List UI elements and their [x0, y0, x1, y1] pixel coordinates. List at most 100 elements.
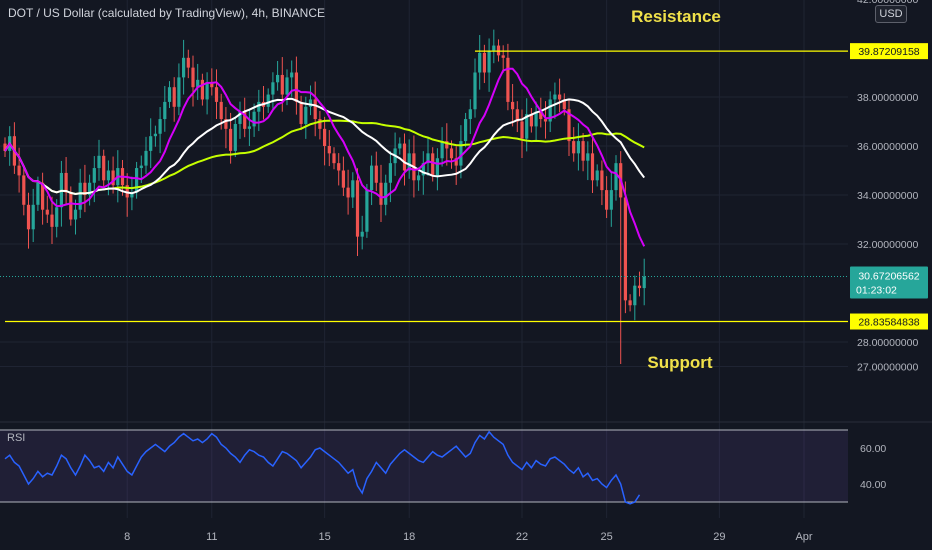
candle[interactable]	[177, 77, 181, 107]
candle[interactable]	[637, 285, 642, 289]
candle[interactable]	[454, 158, 458, 166]
candle[interactable]	[290, 72, 294, 78]
candle[interactable]	[459, 141, 463, 166]
candle[interactable]	[158, 119, 162, 134]
candle[interactable]	[144, 150, 148, 166]
candle[interactable]	[238, 111, 242, 124]
candle[interactable]	[365, 190, 369, 232]
candle[interactable]	[210, 82, 214, 88]
candle[interactable]	[125, 185, 129, 198]
candle[interactable]	[355, 180, 360, 237]
candle[interactable]	[182, 57, 186, 78]
candle[interactable]	[200, 79, 204, 100]
candle[interactable]	[266, 94, 270, 107]
candle[interactable]	[539, 111, 543, 120]
candle[interactable]	[562, 99, 566, 110]
candle[interactable]	[22, 175, 26, 205]
candle[interactable]	[167, 87, 172, 102]
candle[interactable]	[163, 101, 167, 120]
candle[interactable]	[628, 300, 632, 306]
candle[interactable]	[92, 168, 96, 183]
candle[interactable]	[346, 187, 350, 198]
candle[interactable]	[257, 101, 261, 112]
candle[interactable]	[83, 182, 87, 195]
candle[interactable]	[576, 141, 580, 154]
candle[interactable]	[78, 182, 82, 210]
candle[interactable]	[426, 153, 430, 164]
candle[interactable]	[398, 143, 402, 149]
candle[interactable]	[464, 119, 468, 142]
candle[interactable]	[609, 190, 613, 210]
candle[interactable]	[384, 182, 388, 205]
candle[interactable]	[69, 192, 73, 220]
currency-badge[interactable]: USD	[875, 5, 907, 23]
candle[interactable]	[506, 57, 510, 102]
candle[interactable]	[440, 141, 444, 159]
candle[interactable]	[224, 119, 228, 129]
candle[interactable]	[97, 155, 101, 169]
candle[interactable]	[130, 192, 134, 198]
candle[interactable]	[407, 153, 411, 171]
candle[interactable]	[445, 141, 449, 149]
candle[interactable]	[374, 165, 378, 183]
candle[interactable]	[271, 82, 275, 95]
candle[interactable]	[64, 172, 68, 193]
candle[interactable]	[153, 133, 157, 137]
candle[interactable]	[327, 146, 331, 154]
candle[interactable]	[196, 79, 200, 88]
candle[interactable]	[299, 101, 303, 124]
candle[interactable]	[55, 207, 59, 227]
candle[interactable]	[341, 170, 345, 188]
candle[interactable]	[280, 74, 284, 95]
candle[interactable]	[379, 182, 383, 205]
candle[interactable]	[417, 175, 421, 181]
candle[interactable]	[294, 72, 298, 102]
candle[interactable]	[623, 197, 627, 301]
candle[interactable]	[605, 190, 609, 210]
candle[interactable]	[135, 168, 139, 193]
candle[interactable]	[139, 165, 143, 169]
candle[interactable]	[449, 148, 454, 159]
candle[interactable]	[370, 165, 374, 191]
rsi-line[interactable]	[4, 430, 641, 505]
candle[interactable]	[586, 153, 590, 161]
candle[interactable]	[421, 163, 425, 176]
candle[interactable]	[332, 153, 336, 164]
candle[interactable]	[468, 109, 472, 120]
candle[interactable]	[229, 128, 233, 151]
candle[interactable]	[149, 136, 153, 151]
candle[interactable]	[482, 52, 486, 73]
candle[interactable]	[431, 153, 435, 176]
price-pane[interactable]: Resistance Support	[0, 0, 932, 518]
candle[interactable]	[581, 141, 585, 161]
candle[interactable]	[41, 182, 45, 210]
candle[interactable]	[520, 121, 524, 139]
candle[interactable]	[351, 180, 355, 198]
rsi-pane[interactable]: RSI	[0, 429, 848, 505]
candle[interactable]	[402, 143, 407, 171]
candle[interactable]	[276, 74, 280, 83]
candle[interactable]	[219, 101, 223, 120]
candle[interactable]	[642, 276, 646, 289]
candle[interactable]	[548, 99, 552, 122]
candle[interactable]	[553, 94, 557, 100]
candle[interactable]	[205, 82, 209, 100]
candle[interactable]	[473, 72, 477, 110]
candle[interactable]	[17, 165, 21, 176]
candle[interactable]	[214, 87, 219, 102]
candle[interactable]	[496, 45, 501, 56]
candle[interactable]	[501, 55, 505, 58]
candle[interactable]	[529, 114, 533, 127]
candle[interactable]	[360, 231, 364, 237]
candle[interactable]	[543, 119, 548, 122]
candle[interactable]	[45, 209, 49, 215]
candle[interactable]	[511, 101, 515, 110]
candle[interactable]	[186, 57, 190, 68]
candle[interactable]	[73, 209, 78, 220]
candle[interactable]	[388, 163, 392, 183]
candle[interactable]	[3, 143, 7, 151]
candle[interactable]	[515, 109, 519, 122]
candle[interactable]	[304, 106, 308, 124]
candle[interactable]	[36, 182, 40, 205]
